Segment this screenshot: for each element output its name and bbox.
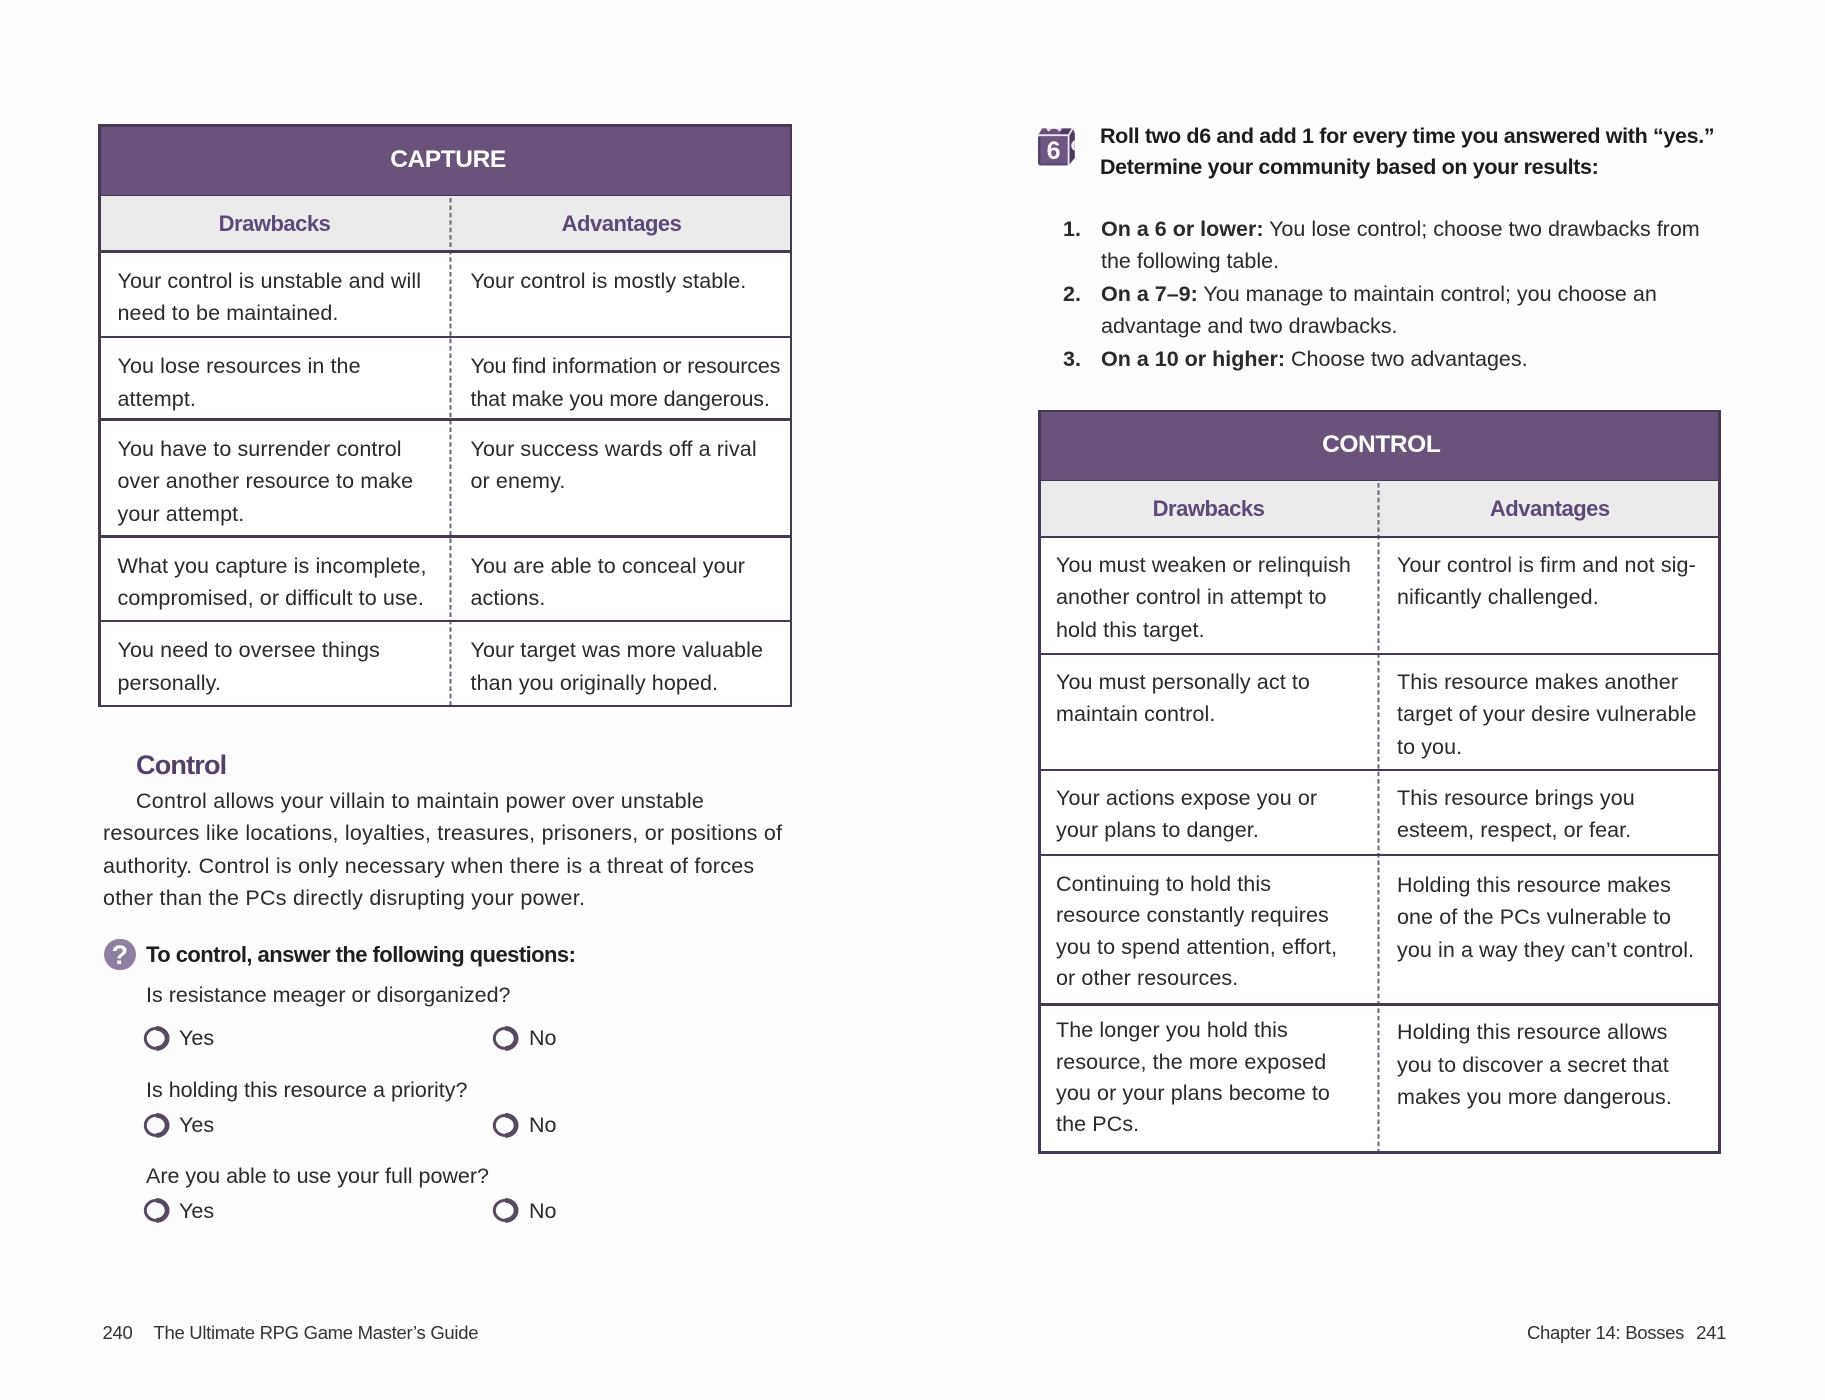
svg-text:6: 6 <box>1047 137 1061 165</box>
